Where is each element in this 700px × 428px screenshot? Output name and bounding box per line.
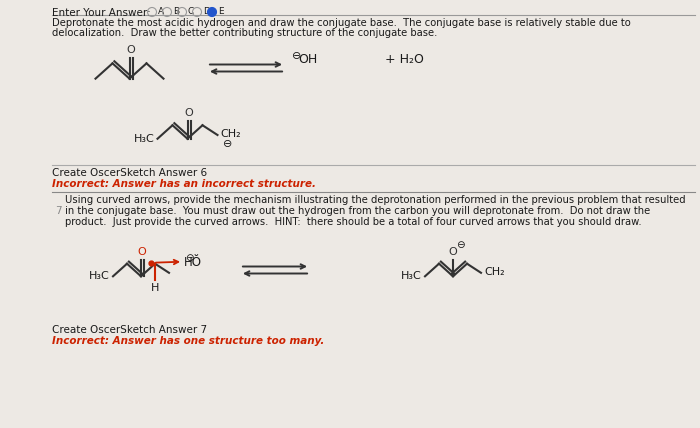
Text: Create OscerSketch Answer 7: Create OscerSketch Answer 7 — [52, 325, 207, 335]
Circle shape — [207, 8, 216, 17]
Text: CH₂: CH₂ — [220, 129, 241, 139]
Text: Incorrect: Answer has an incorrect structure.: Incorrect: Answer has an incorrect struc… — [52, 179, 316, 189]
Text: A: A — [158, 6, 164, 15]
Text: E: E — [218, 6, 223, 15]
Text: CH₂: CH₂ — [484, 267, 505, 277]
Text: O: O — [184, 108, 193, 118]
Text: delocalization.  Draw the better contributing structure of the conjugate base.: delocalization. Draw the better contribu… — [52, 28, 438, 38]
Text: H₃C: H₃C — [90, 271, 110, 281]
Text: B: B — [173, 6, 179, 15]
Text: Enter Your Answer:: Enter Your Answer: — [52, 8, 150, 18]
Text: D: D — [203, 6, 210, 15]
Text: H: H — [150, 283, 159, 293]
Text: HŎ: HŎ — [184, 256, 202, 269]
Text: ⊖: ⊖ — [185, 253, 194, 263]
Text: OH: OH — [298, 53, 317, 65]
Text: H₃C: H₃C — [134, 134, 155, 144]
Text: ⊖: ⊖ — [456, 240, 464, 250]
Text: O: O — [449, 247, 457, 256]
Text: + H₂O: + H₂O — [385, 53, 424, 65]
Text: ⊖: ⊖ — [223, 139, 232, 149]
Text: in the conjugate base.  You must draw out the hydrogen from the carbon you will : in the conjugate base. You must draw out… — [65, 206, 650, 216]
Text: 7: 7 — [55, 206, 62, 216]
Text: Deprotonate the most acidic hydrogen and draw the conjugate base.  The conjugate: Deprotonate the most acidic hydrogen and… — [52, 18, 631, 28]
Text: H₃C: H₃C — [401, 271, 422, 281]
Text: O: O — [127, 45, 135, 55]
Text: ⊖: ⊖ — [292, 51, 302, 61]
Text: Using curved arrows, provide the mechanism illustrating the deprotonation perfor: Using curved arrows, provide the mechani… — [65, 195, 685, 205]
Text: product.  Just provide the curved arrows.  HINT:  there should be a total of fou: product. Just provide the curved arrows.… — [65, 217, 642, 227]
Text: Incorrect: Answer has one structure too many.: Incorrect: Answer has one structure too … — [52, 336, 324, 346]
Text: Create OscerSketch Answer 6: Create OscerSketch Answer 6 — [52, 168, 207, 178]
Text: O: O — [138, 247, 146, 256]
Text: C: C — [188, 6, 195, 15]
